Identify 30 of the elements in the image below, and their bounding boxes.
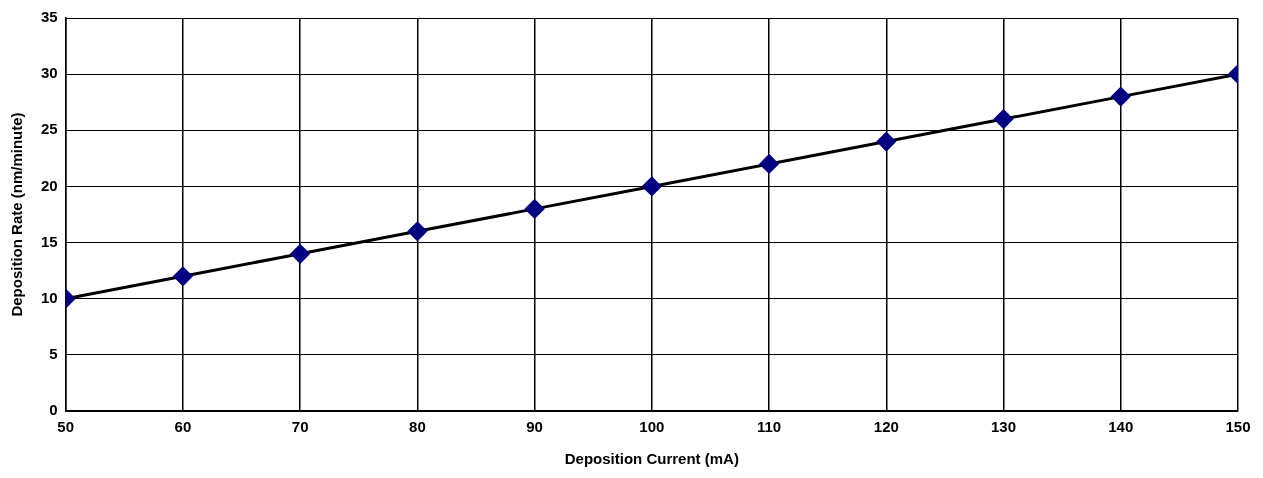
y-axis-title: Deposition Rate (nm/minute) [8,112,26,317]
y-tick-label: 25 [41,120,58,138]
x-tick-label: 80 [409,418,426,436]
x-tick-label: 70 [291,418,309,436]
x-tick-label: 120 [873,418,899,436]
x-tick-label: 140 [1108,418,1134,436]
x-tick-label: 130 [991,418,1017,436]
x-tick-label: 60 [174,418,192,436]
point [642,176,662,196]
point [290,244,310,264]
y-tick-label: 10 [41,288,58,306]
point [994,109,1014,129]
y-tick-label: 5 [49,345,58,362]
point [173,266,193,286]
point [759,154,779,174]
x-axis-title: Deposition Current (mA) [564,450,739,468]
point [407,221,427,241]
y-tick-label: 20 [41,176,58,194]
point [876,132,896,152]
point [525,199,545,219]
x-tick-label: 100 [639,418,665,436]
y-tick-label: 0 [49,401,58,419]
y-tick-label: 15 [41,232,58,250]
point [1111,87,1131,107]
y-tick-label: 30 [41,64,58,82]
x-tick-label: 50 [57,418,75,436]
y-tick-label: 35 [41,8,58,26]
x-tick-label: 150 [1225,418,1251,436]
x-tick-label: 90 [526,418,543,436]
x-tick-label: 110 [756,418,782,436]
